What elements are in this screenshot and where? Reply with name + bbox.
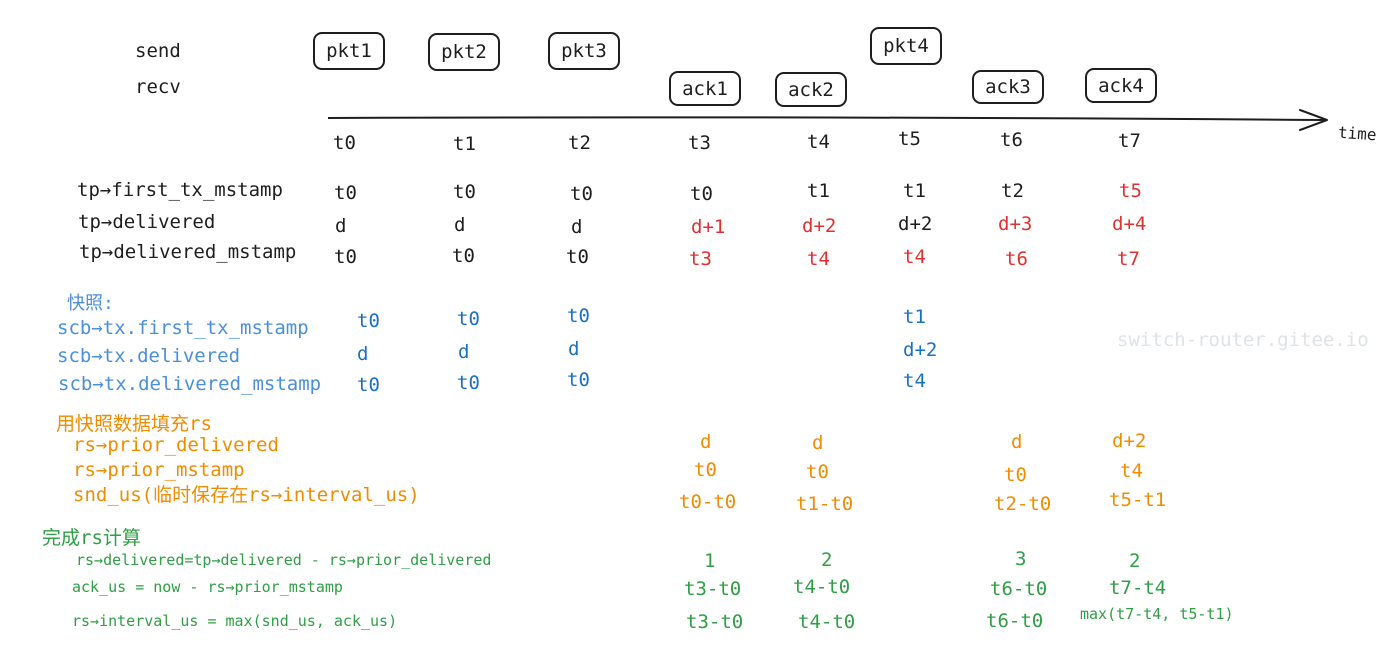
fill-value: t1-t0 [796,493,854,515]
tp-label: tp→delivered_mstamp [79,241,297,263]
compute-value: t4-t0 [793,576,851,598]
fill-value: t0 [694,459,717,481]
tp-value: t0 [566,246,589,268]
compute-value: t6-t0 [986,610,1044,632]
tp-value: t4 [903,246,926,268]
packet-box: pkt3 [548,32,620,70]
snapshot-label: scb→tx.first_tx_mstamp [57,317,309,339]
tp-value: t0 [452,245,475,267]
fill-title: 用快照数据填充rs [56,413,212,435]
compute-value: t6-t0 [990,578,1048,600]
tp-value: t1 [807,180,830,202]
snapshot-value: t4 [903,370,926,392]
tp-value: t2 [1001,180,1024,202]
tp-value: d [571,216,583,238]
snapshot-label: scb→tx.delivered [57,345,241,367]
tp-value: d+2 [898,213,933,235]
snapshot-value: d [568,338,580,360]
time-tick: t3 [688,132,711,154]
fill-label: rs→prior_delivered [73,434,279,456]
fill-value: t2-t0 [994,493,1052,515]
tp-value: d [335,215,347,237]
compute-label: ack_us = now - rs→prior_mstamp [72,578,343,596]
snapshot-value: t0 [357,310,380,332]
fill-value: d [700,431,712,453]
tp-value: d+3 [998,213,1033,235]
time-tick: t1 [453,133,476,155]
ack-box: ack4 [1085,68,1157,103]
snapshot-value: d+2 [903,339,938,361]
compute-value: 2 [1129,550,1141,572]
tp-value: d+2 [802,215,837,237]
time-tick: t6 [1000,129,1023,151]
tp-value: t0 [570,183,593,205]
time-tick: t2 [568,132,591,154]
tp-value: t6 [1005,248,1028,270]
packet-box: pkt4 [870,27,942,65]
time-tick: t7 [1118,130,1141,152]
ack-box: ack3 [972,70,1044,104]
snapshot-title: 快照: [67,293,114,314]
tp-value: t0 [453,181,476,203]
compute-value: t3-t0 [684,578,742,600]
watermark: switch-router.gitee.io [1117,329,1369,351]
compute-title: 完成rs计算 [42,527,141,549]
fill-value: t0-t0 [679,491,737,513]
fill-label: rs→prior_mstamp [73,459,245,481]
compute-value: 3 [1015,548,1027,570]
tp-value: t0 [690,183,713,205]
fill-value: d+2 [1112,430,1147,452]
snapshot-label: scb→tx.delivered_mstamp [58,373,322,395]
tp-value: d+4 [1112,213,1147,235]
snapshot-value: d [357,343,369,365]
time-tick: t5 [898,128,921,150]
tp-value: t0 [334,182,357,204]
tp-value: t5 [1119,180,1142,202]
tp-value: t3 [689,248,712,270]
tp-value: t1 [903,180,926,202]
fill-value: t0 [1004,464,1027,486]
snapshot-value: t0 [457,372,480,394]
snapshot-value: d [458,341,470,363]
tp-value: t7 [1117,248,1140,270]
snapshot-value: t0 [357,374,380,396]
snapshot-value: t0 [457,308,480,330]
snapshot-value: t1 [903,306,926,328]
fill-value: t0 [806,461,829,483]
send-row-label: send [135,40,181,62]
tp-value: d+1 [691,216,726,238]
fill-label: snd_us(临时保存在rs→interval_us) [73,484,420,506]
packet-box: pkt1 [313,32,385,70]
packet-box: pkt2 [428,33,500,71]
tp-value: t0 [334,246,357,268]
snapshot-value: t0 [567,369,590,391]
compute-value: t3-t0 [686,611,744,633]
compute-value: 1 [704,550,716,572]
tp-label: tp→first_tx_mstamp [77,179,283,201]
compute-value: t7-t4 [1109,577,1167,599]
tp-label: tp→delivered [78,211,216,233]
ack-box: ack1 [669,71,741,106]
compute-value: 2 [821,549,833,571]
fill-value: d [1011,431,1023,453]
fill-value: t4 [1120,460,1143,482]
tp-value: t4 [807,248,830,270]
ack-box: ack2 [775,72,847,107]
tp-value: d [454,214,466,236]
axis-label: time [1337,122,1378,145]
fill-value: d [812,432,824,454]
time-tick: t4 [807,131,830,153]
compute-value: t4-t0 [798,611,856,633]
snapshot-value: t0 [567,305,590,327]
compute-value: max(t7-t4, t5-t1) [1080,605,1234,623]
compute-label: rs→interval_us = max(snd_us, ack_us) [72,612,398,630]
compute-label: rs→delivered=tp→delivered - rs→prior_del… [76,551,492,569]
time-tick: t0 [333,132,356,154]
fill-value: t5-t1 [1109,489,1167,511]
recv-row-label: recv [135,76,181,98]
